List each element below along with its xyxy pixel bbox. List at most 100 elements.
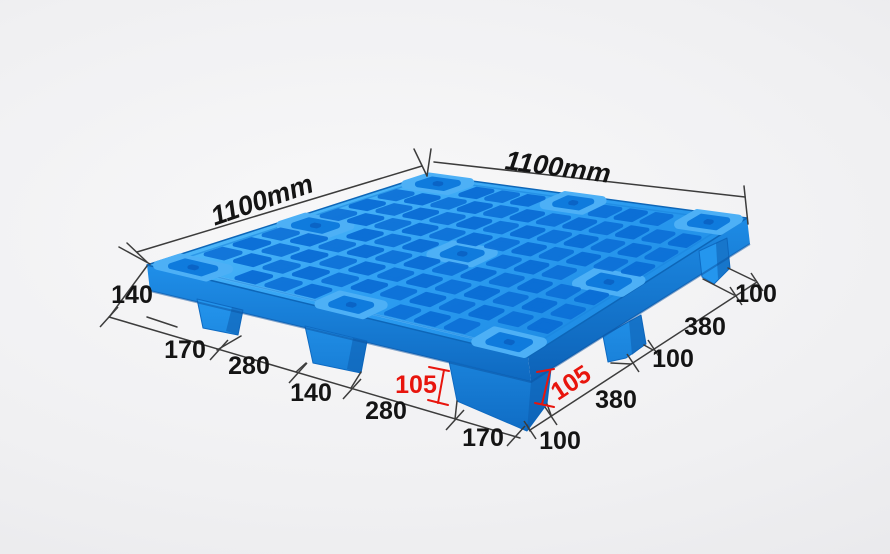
mesh-hole: [434, 279, 472, 295]
leg-right-corner-shaded-face: [716, 238, 730, 279]
mesh-hole: [348, 261, 386, 276]
mesh-hole: [511, 242, 547, 257]
dim-label-overall-height: 140: [111, 281, 153, 309]
dim-tick: [288, 362, 308, 384]
dim-tick: [523, 420, 537, 440]
cup-floor: [432, 180, 444, 187]
dim-line: [727, 267, 756, 282]
deck-side-front-left: [147, 265, 531, 382]
mesh-hole: [375, 203, 413, 216]
mesh-hole: [430, 197, 467, 210]
mesh-hole: [593, 256, 629, 272]
dim-tick: [626, 353, 640, 373]
mesh-hole: [374, 233, 412, 248]
mesh-hole: [321, 272, 359, 288]
dim-label-front-170-left: 170: [164, 336, 206, 364]
mesh-hole: [587, 204, 623, 219]
cup-floor: [309, 222, 322, 229]
mesh-hole: [432, 261, 469, 276]
dim-line: [743, 185, 749, 225]
dim-line: [109, 265, 148, 317]
mesh-hole: [574, 289, 610, 306]
mesh-hole: [456, 232, 493, 247]
mesh-hole: [456, 201, 493, 215]
mesh-hole: [290, 249, 329, 264]
leg-height-bracket: [534, 402, 555, 408]
mesh-hole: [509, 225, 546, 240]
mesh-holes: [203, 186, 702, 335]
mesh-hole: [641, 229, 676, 244]
leg-front-corner-shaded-face: [527, 369, 551, 431]
mesh-hole: [264, 276, 303, 292]
mesh-hole: [380, 285, 418, 301]
dim-label-leg-height-left: 105: [395, 371, 437, 399]
dim-line: [108, 316, 521, 439]
dim-label-front-170-right: 170: [462, 424, 504, 452]
mesh-hole: [402, 207, 440, 221]
mesh-hole: [517, 278, 553, 294]
mesh-hole: [483, 220, 519, 235]
dim-tick: [342, 378, 362, 400]
mesh-hole: [347, 213, 385, 227]
mesh-hole: [374, 217, 412, 232]
mesh-hole: [233, 253, 272, 268]
cup-floor: [503, 338, 515, 346]
cup-floor: [703, 219, 714, 225]
mesh-hole: [262, 259, 301, 274]
mesh-hole: [346, 244, 385, 259]
mesh-hole: [545, 283, 581, 300]
mesh-hole: [644, 247, 679, 263]
dim-tick: [445, 409, 465, 431]
mesh-hole: [346, 228, 384, 242]
dim-line: [643, 344, 654, 351]
dimension-annotations: [99, 148, 764, 447]
mesh-hole: [350, 278, 389, 294]
mesh-hole: [535, 213, 572, 227]
mesh-hole: [234, 270, 274, 285]
mesh-hole: [456, 216, 493, 230]
dim-tick: [506, 425, 526, 447]
mesh-hole: [460, 266, 497, 282]
dim-line: [136, 165, 423, 253]
dim-line: [295, 362, 307, 373]
mesh-hole: [429, 211, 466, 226]
mesh-hole: [483, 237, 520, 252]
mesh-hole: [541, 264, 577, 281]
mesh-hole: [203, 246, 243, 261]
leg-height-bracket: [427, 399, 449, 406]
mesh-hole: [562, 217, 598, 232]
mesh-hole: [521, 297, 558, 314]
mesh-hole: [484, 190, 521, 203]
cup-floor: [603, 278, 615, 286]
leg-front-right-middle-shaded-face: [629, 315, 646, 355]
mesh-hole: [384, 304, 422, 320]
mesh-hole: [463, 285, 501, 301]
dim-label-front-280-left: 280: [228, 352, 270, 380]
cup-floor: [456, 250, 468, 257]
mesh-hole: [294, 283, 333, 299]
mesh-hole: [413, 311, 451, 327]
mesh-hole: [639, 211, 674, 227]
leg-cups: [153, 172, 743, 358]
mesh-hole: [468, 304, 505, 321]
mesh-hole: [566, 251, 602, 267]
mesh-hole: [667, 233, 702, 249]
dim-line: [146, 316, 178, 328]
dim-label-right-380-upper: 380: [684, 313, 726, 341]
dim-line: [126, 242, 148, 263]
mesh-hole: [402, 238, 439, 253]
mesh-hole: [261, 243, 300, 257]
mesh-hole: [497, 311, 534, 328]
deck-bottom-edge: [149, 243, 751, 384]
dim-label-right-100-front: 100: [539, 427, 581, 455]
dim-line: [118, 246, 151, 265]
dim-label-right-100-back: 100: [735, 280, 777, 308]
mesh-hole: [617, 242, 652, 258]
leg-height-bracket: [428, 366, 450, 372]
dim-tick: [729, 286, 743, 306]
mesh-hole: [319, 255, 358, 270]
dim-line: [350, 371, 362, 389]
mesh-hole: [615, 225, 650, 240]
